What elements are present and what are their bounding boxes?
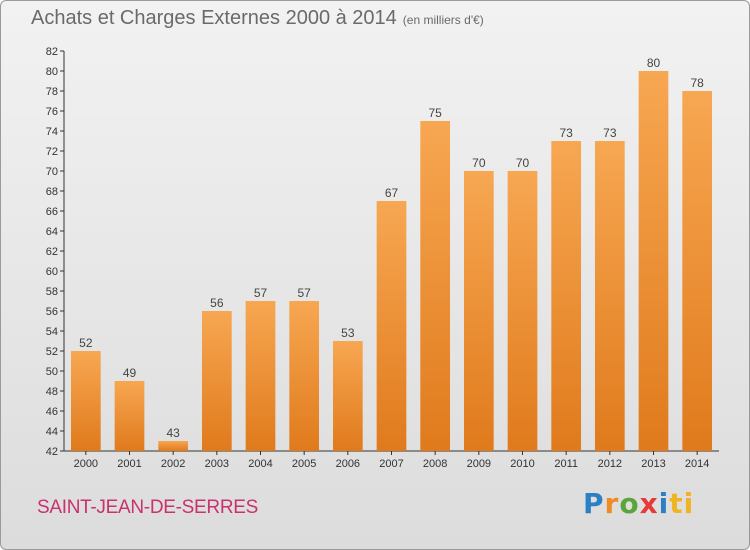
bar <box>594 141 625 451</box>
y-tick-label: 82 <box>46 46 58 58</box>
y-tick-label: 74 <box>46 126 58 138</box>
proxiti-logo: Proxiti <box>583 487 694 520</box>
logo-letter: r <box>604 487 620 520</box>
y-tick-label: 46 <box>46 406 58 418</box>
y-tick-label: 80 <box>46 66 58 78</box>
bar <box>70 351 101 451</box>
commune-name: SAINT-JEAN-DE-SERRES <box>37 497 258 518</box>
x-tick-label: 2010 <box>510 458 534 470</box>
data-label: 53 <box>341 326 355 340</box>
bar <box>245 301 276 451</box>
bar <box>682 91 713 451</box>
bar <box>463 171 494 451</box>
data-label: 43 <box>166 426 180 440</box>
data-label: 70 <box>516 156 530 170</box>
logo-letter: ti <box>669 487 695 520</box>
x-tick-label: 2009 <box>467 458 491 470</box>
x-tick-label: 2001 <box>117 458 141 470</box>
x-tick-label: 2013 <box>641 458 665 470</box>
logo-letter: i <box>658 487 670 520</box>
y-tick-label: 64 <box>46 226 58 238</box>
y-tick-label: 70 <box>46 166 58 178</box>
chart-title: Achats et Charges Externes 2000 à 2014 (e… <box>31 7 484 30</box>
logo-letter: x <box>639 487 659 520</box>
y-tick-label: 48 <box>46 386 58 398</box>
y-tick-label: 56 <box>46 306 58 318</box>
y-tick-label: 72 <box>46 146 58 158</box>
y-tick-label: 76 <box>46 106 58 118</box>
y-tick-label: 42 <box>46 446 58 458</box>
x-tick-label: 2006 <box>336 458 360 470</box>
data-label: 73 <box>559 126 573 140</box>
x-tick-label: 2014 <box>685 458 709 470</box>
y-tick-label: 44 <box>46 426 58 438</box>
data-label: 56 <box>210 296 224 310</box>
bar <box>114 381 145 451</box>
x-tick-label: 2011 <box>554 458 578 470</box>
bar <box>507 171 538 451</box>
data-label: 57 <box>254 286 268 300</box>
y-tick-label: 78 <box>46 86 58 98</box>
data-label: 49 <box>123 366 137 380</box>
x-tick-label: 2002 <box>161 458 185 470</box>
logo-letter: o <box>619 487 640 520</box>
data-label: 67 <box>385 186 399 200</box>
x-tick-label: 2005 <box>292 458 316 470</box>
bar <box>201 311 232 451</box>
x-tick-label: 2007 <box>379 458 403 470</box>
chart-title-text: Achats et Charges Externes 2000 à 2014 <box>31 7 397 29</box>
data-label: 57 <box>297 286 311 300</box>
bar <box>332 341 363 451</box>
bar <box>289 301 320 451</box>
y-tick-label: 66 <box>46 206 58 218</box>
x-tick-label: 2008 <box>423 458 447 470</box>
data-label: 78 <box>690 76 704 90</box>
x-tick-label: 2003 <box>205 458 229 470</box>
data-label: 73 <box>603 126 617 140</box>
x-tick-label: 2012 <box>598 458 622 470</box>
x-tick-label: 2004 <box>248 458 272 470</box>
y-tick-label: 68 <box>46 186 58 198</box>
bar <box>376 201 407 451</box>
y-tick-label: 58 <box>46 286 58 298</box>
bar <box>638 71 669 451</box>
bar <box>158 441 189 451</box>
data-label: 70 <box>472 156 486 170</box>
y-tick-label: 60 <box>46 266 58 278</box>
y-tick-label: 50 <box>46 366 58 378</box>
logo-letter: P <box>583 487 605 520</box>
y-tick-label: 52 <box>46 346 58 358</box>
data-label: 75 <box>428 106 442 120</box>
bar <box>420 121 451 451</box>
bar <box>551 141 582 451</box>
y-tick-label: 54 <box>46 326 58 338</box>
x-tick-label: 2000 <box>74 458 98 470</box>
data-label: 52 <box>79 336 93 350</box>
y-tick-label: 62 <box>46 246 58 258</box>
chart-subtitle: (en milliers d'€) <box>402 13 484 27</box>
data-label: 80 <box>647 56 661 70</box>
